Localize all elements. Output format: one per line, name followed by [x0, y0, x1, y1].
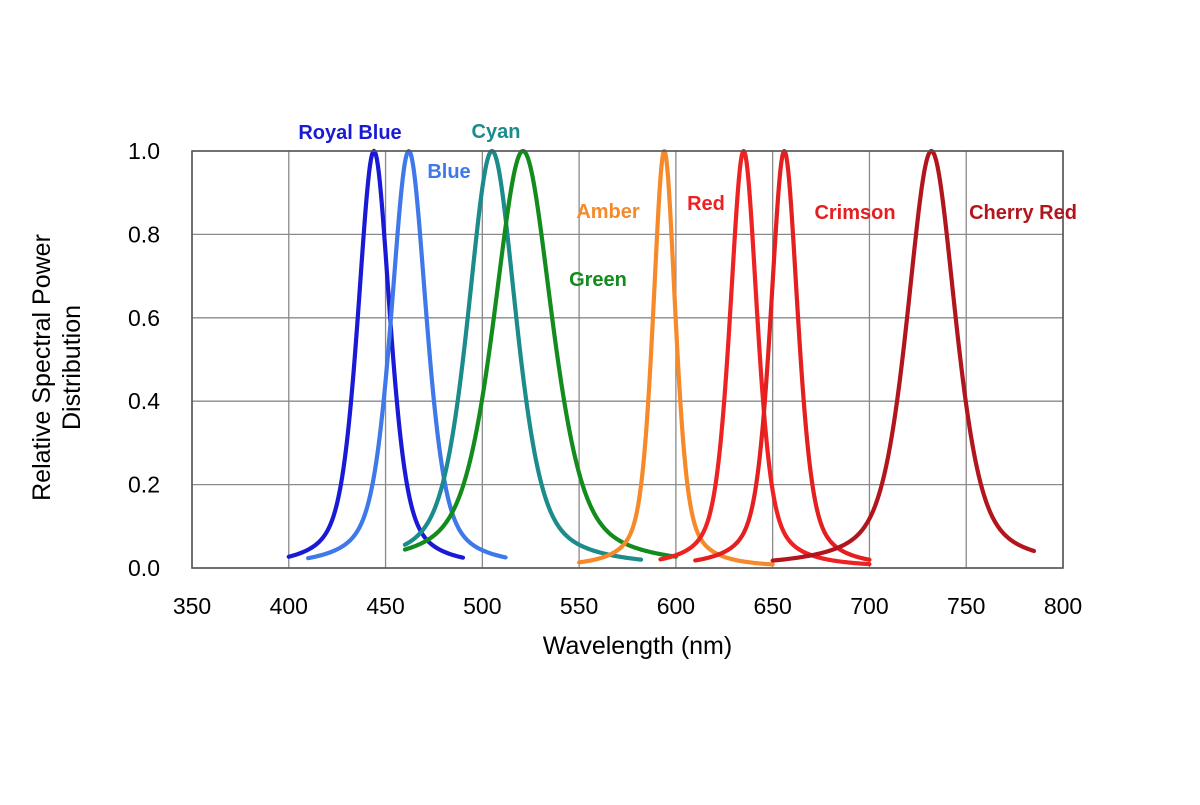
x-tick-label-500: 500: [463, 593, 501, 619]
series-line-cherry-red: [770, 148, 1037, 563]
series-curves: [286, 148, 1037, 567]
series-line-green: [402, 148, 678, 559]
x-tick-label-400: 400: [270, 593, 308, 619]
y-tick-label-0: 0.0: [128, 555, 160, 581]
plot-frame: [191, 150, 1064, 569]
series-label-royal-blue: Royal Blue: [298, 122, 401, 144]
series-label-cherry-red: Cherry Red: [969, 202, 1077, 224]
x-tick-label-450: 450: [366, 593, 404, 619]
series-label-amber: Amber: [576, 201, 640, 223]
y-axis-title: Relative Spectral Power Distribution: [28, 234, 86, 501]
y-tick-label-4: 0.8: [128, 221, 160, 247]
x-tick-label-800: 800: [1044, 593, 1082, 619]
y-tick-label-5: 1.0: [128, 138, 160, 164]
series-line-blue: [306, 148, 508, 561]
x-tick-label-750: 750: [947, 593, 985, 619]
x-tick-label-700: 700: [850, 593, 888, 619]
series-line-crimson: [693, 148, 872, 563]
series-label-green: Green: [569, 269, 627, 291]
series-label-crimson: Crimson: [814, 202, 895, 224]
y-tick-label-1: 0.2: [128, 472, 160, 498]
series-label-red: Red: [687, 193, 725, 215]
x-tick-label-650: 650: [753, 593, 791, 619]
x-tick-label-550: 550: [560, 593, 598, 619]
x-tick-label-600: 600: [657, 593, 695, 619]
series-label-blue: Blue: [427, 161, 470, 183]
x-axis-title: Wavelength (nm): [543, 632, 732, 660]
x-tick-label-350: 350: [173, 593, 211, 619]
y-tick-label-2: 0.4: [128, 388, 160, 414]
y-axis-title-line-2: Distribution: [58, 305, 86, 430]
tick-labels: 350 400 450 500 550 600 650 700 750 800 0.0 0.2 0.4 0…: [128, 138, 1082, 619]
series-line-amber: [577, 148, 775, 567]
series-line-royal-blue: [286, 148, 466, 560]
series-label-cyan: Cyan: [472, 121, 521, 143]
y-tick-label-3: 0.6: [128, 305, 160, 331]
y-axis-title-line-1: Relative Spectral Power: [28, 234, 56, 501]
series-line-cyan: [402, 148, 644, 562]
